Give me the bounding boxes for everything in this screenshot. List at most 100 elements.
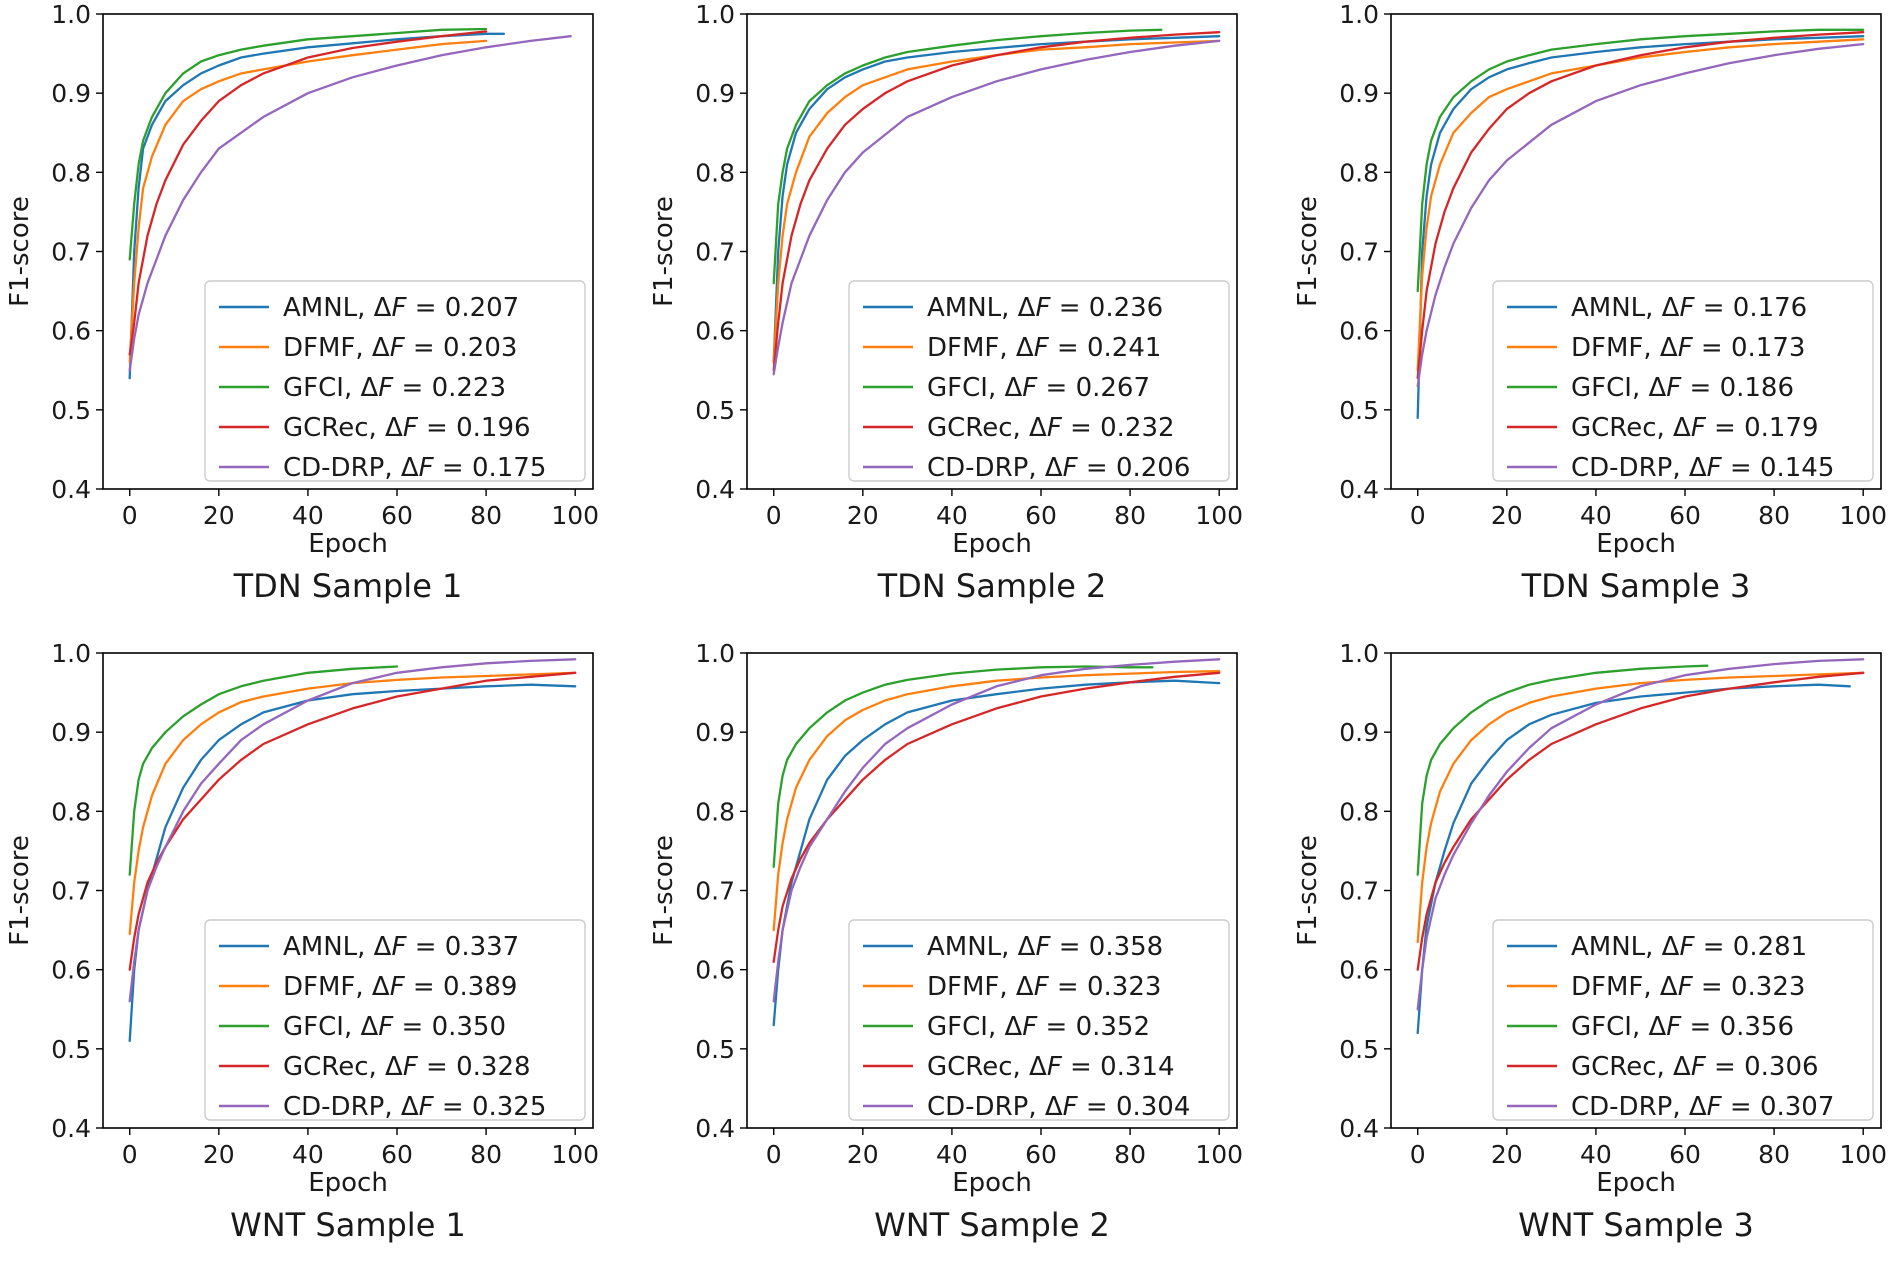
series-line-dfmf bbox=[1416, 671, 1865, 944]
legend-box bbox=[1492, 919, 1874, 1121]
legend-series-name: GFCI bbox=[927, 1012, 988, 1042]
y-tick-label: 0.6 bbox=[695, 956, 735, 985]
legend-series-name: GCRec bbox=[283, 1052, 369, 1082]
legend-separator: , Δ bbox=[1001, 293, 1036, 323]
series-line-dfmf bbox=[772, 670, 1221, 932]
legend-delta-symbol: F bbox=[1678, 972, 1694, 1002]
legend-series-name: AMNL bbox=[1571, 932, 1646, 962]
x-tick-label: 0 bbox=[766, 1140, 782, 1169]
legend-separator: , Δ bbox=[355, 972, 390, 1002]
legend-equals: = bbox=[405, 333, 443, 363]
series-line-gcrec bbox=[772, 31, 1221, 372]
legend-delta-value: 0.175 bbox=[472, 453, 546, 483]
x-tick-label: 100 bbox=[551, 501, 599, 530]
legend-equals: = bbox=[1049, 972, 1087, 1002]
legend-equals: = bbox=[1037, 1012, 1075, 1042]
legend-separator: , Δ bbox=[999, 972, 1034, 1002]
legend-separator: , Δ bbox=[357, 932, 392, 962]
legend-entry-dfmf: DFMF, ΔF = 0.323 bbox=[1571, 972, 1805, 1002]
x-tick-label: 40 bbox=[936, 501, 968, 530]
y-tick-label: 0.9 bbox=[695, 718, 735, 747]
series-line-cd-drp bbox=[772, 39, 1221, 376]
legend-series-name: GCRec bbox=[927, 413, 1013, 443]
legend-delta-symbol: F bbox=[1034, 333, 1050, 363]
x-tick-label: 100 bbox=[1195, 1140, 1243, 1169]
x-tick-label: 0 bbox=[766, 501, 782, 530]
legend-delta-symbol: F bbox=[1707, 1092, 1723, 1122]
x-tick-label: 40 bbox=[1580, 1140, 1612, 1169]
legend-delta-value: 0.186 bbox=[1720, 373, 1794, 403]
legend-entry-gfci: GFCI, ΔF = 0.267 bbox=[927, 373, 1150, 403]
series-line-gcrec bbox=[1416, 31, 1865, 380]
y-tick-label: 0.9 bbox=[695, 79, 735, 108]
legend-separator: , Δ bbox=[1672, 1092, 1707, 1122]
legend-equals: = bbox=[393, 1012, 431, 1042]
legend-delta-value: 0.179 bbox=[1744, 413, 1818, 443]
x-tick-label: 20 bbox=[1491, 1140, 1523, 1169]
legend-equals: = bbox=[434, 1092, 472, 1122]
y-tick-label: 0.8 bbox=[695, 158, 735, 187]
legend-entry-dfmf: DFMF, ΔF = 0.389 bbox=[283, 972, 517, 1002]
legend-separator: , Δ bbox=[1013, 413, 1048, 443]
legend-equals: = bbox=[1049, 333, 1087, 363]
x-tick-label: 80 bbox=[1114, 1140, 1146, 1169]
legend-delta-value: 0.323 bbox=[1731, 972, 1805, 1002]
legend-entry-dfmf: DFMF, ΔF = 0.241 bbox=[927, 333, 1161, 363]
x-axis-label: Epoch bbox=[1596, 1168, 1676, 1198]
x-tick-label: 40 bbox=[1580, 501, 1612, 530]
legend-entry-gcrec: GCRec, ΔF = 0.306 bbox=[1571, 1052, 1819, 1082]
legend-separator: , Δ bbox=[1645, 293, 1680, 323]
legend-series-name: CD-DRP bbox=[927, 1092, 1028, 1122]
legend-entry-gcrec: GCRec, ΔF = 0.196 bbox=[283, 413, 531, 443]
series-line-cd-drp bbox=[772, 658, 1221, 1003]
legend-entry-gfci: GFCI, ΔF = 0.350 bbox=[283, 1012, 506, 1042]
series-line-gcrec bbox=[128, 671, 577, 971]
legend-delta-symbol: F bbox=[390, 333, 406, 363]
y-tick-label: 0.4 bbox=[51, 1114, 91, 1143]
legend-separator: , Δ bbox=[1028, 1092, 1063, 1122]
legend-delta-value: 0.389 bbox=[443, 972, 517, 1002]
legend-entry-dfmf: DFMF, ΔF = 0.173 bbox=[1571, 333, 1805, 363]
y-tick-label: 0.8 bbox=[51, 797, 91, 826]
legend-delta-value: 0.314 bbox=[1100, 1052, 1174, 1082]
legend-delta-value: 0.356 bbox=[1720, 1012, 1794, 1042]
series-line-dfmf bbox=[772, 39, 1221, 364]
legend-series-name: CD-DRP bbox=[1571, 453, 1672, 483]
legend-delta-symbol: F bbox=[1679, 293, 1695, 323]
legend-equals: = bbox=[405, 972, 443, 1002]
legend-delta-symbol: F bbox=[1047, 1052, 1063, 1082]
legend-series-name: AMNL bbox=[283, 932, 358, 962]
legend-delta-symbol: F bbox=[391, 293, 407, 323]
legend-entry-gcrec: GCRec, ΔF = 0.179 bbox=[1571, 413, 1819, 443]
legend-entry-amnl: AMNL, ΔF = 0.207 bbox=[283, 293, 519, 323]
x-tick-label: 60 bbox=[381, 501, 413, 530]
y-axis-label: F1-score bbox=[5, 835, 35, 946]
legend-equals: = bbox=[1722, 1092, 1760, 1122]
chart-panel-3: 0 20 40 60 80 100 0.4 0.5 0.6 0.7 0.8 0.9 1.0 Epoch F1… bbox=[1293, 0, 1887, 605]
y-tick-label: 0.6 bbox=[1339, 956, 1379, 985]
legend-series-name: GCRec bbox=[927, 1052, 1013, 1082]
legend-delta-symbol: F bbox=[1022, 373, 1038, 403]
series-line-gcrec bbox=[1416, 671, 1865, 971]
y-axis-label: F1-score bbox=[1293, 196, 1323, 307]
legend-separator: , Δ bbox=[1657, 1052, 1692, 1082]
y-tick-label: 0.7 bbox=[1339, 238, 1379, 267]
legend-delta-symbol: F bbox=[403, 1052, 419, 1082]
legend-entry-gcrec: GCRec, ΔF = 0.232 bbox=[927, 413, 1175, 443]
panel-title: TDN Sample 1 bbox=[233, 567, 463, 605]
legend-equals: = bbox=[1706, 1052, 1744, 1082]
legend-entry-amnl: AMNL, ΔF = 0.337 bbox=[283, 932, 519, 962]
legend-entry-cd-drp: CD-DRP, ΔF = 0.175 bbox=[283, 453, 546, 483]
legend-delta-value: 0.241 bbox=[1087, 333, 1161, 363]
legend-separator: , Δ bbox=[1632, 373, 1667, 403]
y-tick-label: 1.0 bbox=[51, 639, 91, 668]
legend-delta-value: 0.206 bbox=[1116, 453, 1190, 483]
chart-panel-5: 0 20 40 60 80 100 0.4 0.5 0.6 0.7 0.8 0.9 1.0 Epoch F1… bbox=[649, 639, 1243, 1244]
legend-separator: , Δ bbox=[369, 413, 404, 443]
legend-series-name: CD-DRP bbox=[283, 1092, 384, 1122]
y-tick-label: 1.0 bbox=[1339, 639, 1379, 668]
panel-title: TDN Sample 2 bbox=[877, 567, 1107, 605]
x-tick-label: 20 bbox=[847, 501, 879, 530]
legend-separator: , Δ bbox=[1632, 1012, 1667, 1042]
